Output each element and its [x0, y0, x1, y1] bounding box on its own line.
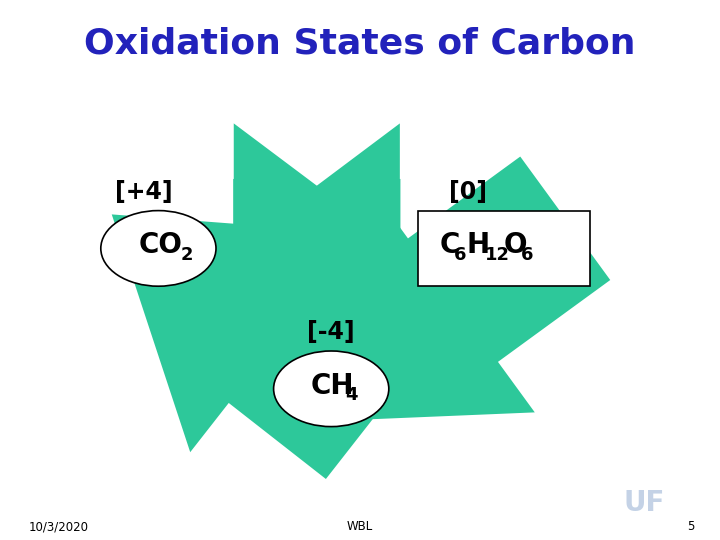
- Text: UF: UF: [624, 489, 665, 517]
- Text: [+4]: [+4]: [115, 180, 173, 204]
- Text: 4: 4: [345, 386, 358, 404]
- Text: CO: CO: [138, 231, 182, 259]
- Text: 6: 6: [454, 246, 466, 264]
- Text: C: C: [439, 231, 459, 259]
- Text: 12: 12: [485, 246, 510, 264]
- FancyBboxPatch shape: [418, 211, 590, 286]
- Text: Oxidation States of Carbon: Oxidation States of Carbon: [84, 26, 636, 60]
- Text: 10/3/2020: 10/3/2020: [29, 520, 89, 533]
- Text: O: O: [504, 231, 528, 259]
- Text: WBL: WBL: [347, 520, 373, 533]
- Text: [-4]: [-4]: [307, 320, 355, 344]
- Text: [0]: [0]: [449, 180, 487, 204]
- Ellipse shape: [274, 351, 389, 427]
- Text: H: H: [467, 231, 490, 259]
- Text: CH: CH: [311, 372, 354, 400]
- Text: 6: 6: [521, 246, 533, 264]
- Text: 2: 2: [181, 246, 194, 264]
- Ellipse shape: [101, 211, 216, 286]
- Text: 5: 5: [688, 520, 695, 533]
